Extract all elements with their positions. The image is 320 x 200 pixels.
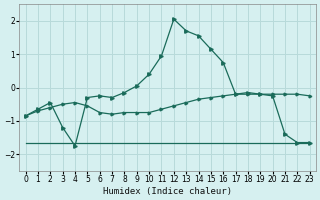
- X-axis label: Humidex (Indice chaleur): Humidex (Indice chaleur): [103, 187, 232, 196]
